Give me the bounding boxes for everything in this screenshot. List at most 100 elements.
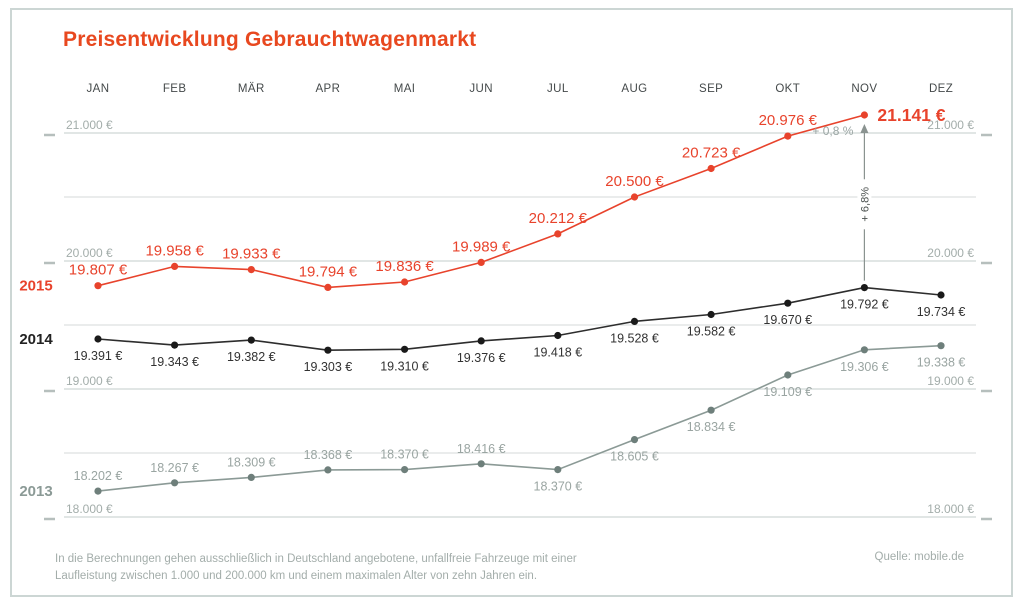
series-2014-point (937, 291, 945, 299)
series-2014-label: 19.303 € (304, 360, 353, 374)
series-2014-point (707, 310, 715, 319)
month-label-8: SEP (699, 83, 723, 95)
series-2014-point (860, 284, 869, 292)
series-2014-label: 19.670 € (763, 313, 812, 327)
arrow-head-icon (860, 123, 869, 133)
series-2015-point (477, 258, 485, 266)
series-2013-label: 19.338 € (917, 356, 966, 370)
month-label-2: MÄR (238, 83, 265, 95)
series-2013-point (477, 460, 485, 468)
series-2013-point (860, 346, 869, 354)
series-2013-label: 18.267 € (150, 461, 199, 475)
month-label-3: APR (315, 83, 340, 95)
series-2015-label: 19.958 € (145, 242, 204, 259)
y-axis-label-left-19000: 19.000 € (66, 374, 113, 388)
series-2015-label: 19.933 € (222, 246, 281, 263)
series-2015-point (401, 278, 409, 286)
y-axis-label-left-18000: 18.000 € (66, 502, 113, 516)
series-2015-point (860, 111, 869, 119)
series-2014-point (554, 331, 562, 340)
series-2015-point (247, 266, 255, 274)
footnote: In die Berechnungen gehen ausschließlich… (55, 551, 577, 585)
month-label-7: AUG (621, 83, 647, 95)
series-2013-point (784, 371, 792, 379)
month-label-5: JUN (469, 83, 493, 95)
series-2014-point (784, 299, 792, 307)
y-axis-label-right-20000: 20.000 € (927, 246, 974, 260)
footnote-line2: Laufleistung zwischen 1.000 und 200.000 … (55, 570, 538, 582)
series-2014-label: 19.382 € (227, 350, 276, 364)
series-2013-label: 18.202 € (74, 469, 123, 483)
y-axis-label-left-21000: 21.000 € (66, 118, 113, 132)
series-2013-label: 18.309 € (227, 455, 276, 469)
series-2014-label: 19.310 € (380, 359, 429, 373)
series-2015-point (171, 262, 179, 270)
series-2015-label: 19.807 € (69, 262, 128, 279)
series-2015-point (784, 132, 792, 140)
series-2015-label: 20.500 € (605, 173, 664, 190)
series-2015-label: 19.989 € (452, 238, 511, 255)
yoy-change-label: + 6,8% (859, 187, 871, 222)
year-label-2015: 2015 (19, 278, 52, 295)
series-2015-point (324, 283, 332, 291)
series-2014-label: 19.343 € (150, 355, 199, 369)
series-2014-point (401, 345, 409, 353)
series-2013-label: 18.368 € (304, 448, 353, 462)
series-2015-point (707, 164, 715, 173)
series-2014-point (324, 346, 332, 354)
series-2014-point (247, 336, 255, 344)
series-2013-point (94, 487, 102, 495)
arrow-label-bg (857, 179, 872, 230)
series-2015-label: 20.976 € (759, 112, 818, 129)
series-2015-label: 20.723 € (682, 144, 741, 161)
y-axis-label-left-20000: 20.000 € (66, 246, 113, 260)
series-2013-point (630, 436, 639, 444)
month-label-0: JAN (87, 83, 110, 95)
series-2013-point (324, 466, 332, 474)
series-2014-label: 19.734 € (917, 305, 966, 319)
series-2013-line (97, 344, 942, 492)
month-label-4: MAI (394, 83, 416, 95)
year-label-2014: 2014 (19, 331, 53, 348)
mom-change-label: + 0,8 % (812, 124, 853, 138)
series-2013-label: 18.370 € (380, 448, 429, 462)
series-2014-label: 19.391 € (74, 349, 123, 363)
yoy-change-arrow: + 6,8% (857, 123, 872, 281)
y-axis-label-right-21000: 21.000 € (927, 118, 974, 132)
series-2014-label: 19.582 € (687, 325, 736, 339)
y-axis-label-right-19000: 19.000 € (927, 374, 974, 388)
series-2013-point (937, 342, 945, 350)
chart-frame (10, 8, 1013, 597)
series-2014-line (97, 286, 942, 352)
series-2015-point (554, 230, 562, 238)
page-title: Preisentwicklung Gebrauchtwagenmarkt (63, 28, 477, 51)
series-2015-point (630, 193, 639, 201)
series-2014-point (477, 337, 485, 345)
series-2015-label: 19.794 € (299, 263, 358, 280)
series-2013-label: 18.370 € (534, 480, 583, 494)
y-axis-label-right-18000: 18.000 € (927, 502, 974, 516)
series-2013-label: 19.306 € (840, 360, 889, 374)
series-2014-point (171, 341, 179, 349)
series-2015-label: 20.212 € (529, 210, 588, 227)
series-2015-label: 19.836 € (375, 258, 434, 275)
series-2015: 19.807 € 19.958 € 19.933 € 19.794 € 19.836 €… (19, 105, 945, 295)
series-2014-label: 19.418 € (534, 345, 583, 359)
series-2014: 19.391 € 19.343 € 19.382 € 19.303 € 19.310 €… (19, 284, 965, 374)
source-credit: Quelle: mobile.de (874, 551, 965, 563)
series-2013-point (401, 466, 409, 474)
series-2013-point (554, 466, 562, 474)
month-label-6: JUL (547, 83, 569, 95)
month-label-1: FEB (163, 83, 187, 95)
series-2015-point (94, 282, 102, 290)
series-2014-point (630, 317, 639, 325)
series-2014-label: 19.376 € (457, 351, 506, 365)
series-2013-label: 18.416 € (457, 442, 506, 456)
month-label-10: NOV (851, 83, 877, 95)
series-2014-label: 19.528 € (610, 331, 659, 345)
series-2013-point (171, 479, 179, 487)
series-2015-label-highlight: 21.141 € (877, 105, 945, 125)
series-2013-label: 18.834 € (687, 420, 736, 434)
year-label-2013: 2013 (19, 483, 52, 500)
